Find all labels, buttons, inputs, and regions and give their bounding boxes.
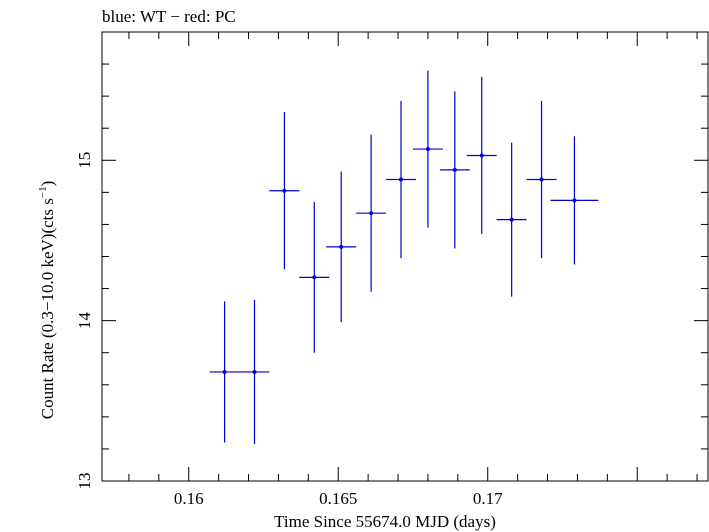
x-axis-label: Time Since 55674.0 MJD (days) xyxy=(274,512,496,531)
data-marker xyxy=(572,198,577,203)
data-point xyxy=(550,136,599,265)
data-marker xyxy=(369,211,374,216)
data-point xyxy=(239,299,270,445)
data-marker xyxy=(425,147,430,152)
data-marker xyxy=(479,153,484,158)
plot-frame xyxy=(101,31,709,482)
data-marker xyxy=(452,167,457,172)
y-axis-label-superscript: −1 xyxy=(37,186,49,198)
data-marker xyxy=(282,188,287,193)
y-axis-label-main: Count Rate (0.3−10.0 keV)(cts s xyxy=(38,198,57,419)
data-point xyxy=(466,76,497,235)
y-axis-label-close: ) xyxy=(38,181,57,187)
data-point xyxy=(209,301,240,443)
data-point xyxy=(439,91,470,249)
data-point xyxy=(356,134,387,292)
chart-title: blue: WT − red: PC xyxy=(102,7,236,26)
data-point xyxy=(496,142,527,297)
data-point xyxy=(412,70,443,228)
data-point xyxy=(326,171,357,323)
x-axis-tick-labels: 0.16 0.165 0.17 xyxy=(174,489,503,508)
data-marker xyxy=(539,177,544,182)
data-marker xyxy=(222,369,227,374)
data-marker xyxy=(339,244,344,249)
data-marker xyxy=(312,275,317,280)
y-axis-tick-labels: 13 14 15 xyxy=(75,152,94,490)
y-axis-ticks xyxy=(102,31,708,482)
y-tick-label: 13 xyxy=(75,473,94,490)
y-axis-label: Count Rate (0.3−10.0 keV)(cts s−1) xyxy=(37,181,57,420)
y-tick-label: 14 xyxy=(75,312,94,330)
data-points xyxy=(209,70,599,445)
x-tick-label: 0.16 xyxy=(174,489,204,508)
data-marker xyxy=(252,369,257,374)
x-tick-label: 0.17 xyxy=(473,489,503,508)
y-tick-label: 15 xyxy=(75,152,94,169)
data-point xyxy=(299,201,330,353)
x-axis-ticks xyxy=(128,32,698,481)
data-point xyxy=(386,100,416,259)
data-point xyxy=(526,100,557,259)
data-point xyxy=(269,112,300,270)
data-marker xyxy=(509,217,514,222)
data-marker xyxy=(399,177,404,182)
x-tick-label: 0.165 xyxy=(319,489,357,508)
